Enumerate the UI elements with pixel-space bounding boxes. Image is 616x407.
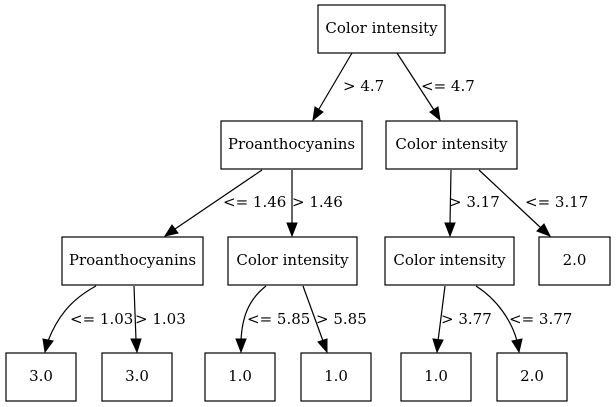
node-box [384, 236, 515, 286]
edge-root-to-left: > 4.7 [312, 52, 384, 122]
edge-label: <= 1.46 [223, 193, 286, 211]
edge-lr-to-lrr: > 5.85 [302, 285, 367, 354]
edge-label: <= 3.17 [525, 193, 588, 211]
node-label: Color intensity [325, 19, 438, 37]
edge-line [133, 285, 137, 341]
edge-line [437, 285, 446, 342]
arrow-head [235, 338, 247, 354]
node-box [5, 352, 77, 402]
tree-node-lll: 3.0 [5, 352, 77, 402]
edge-label: <= 5.85 [247, 310, 310, 328]
edge-r-to-rl: > 3.17 [444, 169, 500, 238]
tree-node-rl: Color intensity [384, 236, 515, 286]
edge-label: <= 1.03 [70, 310, 133, 328]
arrow-head [444, 222, 456, 238]
edge-rl-to-rlr: <= 3.77 [475, 285, 572, 354]
edge-label: > 5.85 [316, 310, 367, 328]
arrow-head [163, 224, 179, 237]
node-box [101, 352, 173, 402]
arrow-head [130, 338, 142, 354]
edge-label: <= 4.7 [421, 77, 475, 95]
node-label: 1.0 [228, 367, 252, 385]
node-label: Color intensity [395, 135, 508, 153]
edge-ll-to-llr: > 1.03 [130, 285, 186, 354]
edge-line [240, 285, 267, 342]
arrow-head [511, 338, 523, 354]
edge-line [449, 169, 452, 225]
edge-line [478, 169, 542, 229]
edge-lr-to-lrl: <= 5.85 [235, 285, 310, 354]
arrow-head [42, 338, 54, 354]
node-box [317, 4, 446, 54]
edge-root-to-right: <= 4.7 [396, 52, 475, 122]
node-label: Color intensity [236, 251, 349, 269]
tree-node-root: Color intensity [317, 4, 446, 54]
tree-node-lr: Color intensity [227, 236, 358, 286]
node-box [400, 352, 472, 402]
arrow-head [317, 338, 328, 354]
edge-l-to-ll: <= 1.46 [163, 169, 286, 237]
node-box [227, 236, 358, 286]
tree-node-ll: Proanthocyanins [61, 236, 204, 286]
node-label: Color intensity [393, 251, 506, 269]
arrow-head [312, 106, 324, 122]
edge-r-to-rr: <= 3.17 [478, 169, 588, 237]
tree-node-lrl: 1.0 [204, 352, 276, 402]
edge-ll-to-lll: <= 1.03 [42, 285, 133, 354]
tree-node-l: Proanthocyanins [220, 120, 363, 170]
node-box [385, 120, 518, 170]
edge-label: > 1.03 [135, 310, 186, 328]
node-box [61, 236, 204, 286]
edge-label: > 1.46 [292, 193, 343, 211]
node-box [538, 236, 611, 286]
edge-line [318, 52, 353, 110]
node-label: 2.0 [520, 367, 544, 385]
tree-node-r: Color intensity [385, 120, 518, 170]
tree-node-lrr: 1.0 [300, 352, 372, 402]
edge-label: > 3.17 [449, 193, 500, 211]
node-label: Proanthocyanins [228, 135, 355, 153]
node-label: 1.0 [324, 367, 348, 385]
node-box [220, 120, 363, 170]
node-box [300, 352, 372, 402]
arrow-head [536, 223, 552, 237]
edge-label: > 4.7 [343, 77, 384, 95]
tree-node-llr: 3.0 [101, 352, 173, 402]
arrow-head [429, 106, 441, 122]
tree-node-rll: 1.0 [400, 352, 472, 402]
node-box [204, 352, 276, 402]
edge-rl-to-rll: > 3.77 [432, 285, 492, 354]
node-box [496, 352, 568, 402]
edge-label: <= 3.77 [509, 310, 572, 328]
edge-line [475, 285, 518, 342]
edge-label: > 3.77 [441, 310, 492, 328]
tree-node-rlr: 2.0 [496, 352, 568, 402]
tree-node-rr: 2.0 [538, 236, 611, 286]
edge-line [302, 285, 324, 342]
node-label: 2.0 [563, 251, 587, 269]
node-label: 3.0 [29, 367, 53, 385]
arrow-head [432, 338, 444, 354]
arrow-head [286, 222, 298, 238]
tree-nodes: Color intensity Proanthocyanins Color in… [5, 4, 611, 402]
edge-line [47, 285, 97, 342]
node-label: 3.0 [125, 367, 149, 385]
tree-edges: > 4.7 <= 4.7 <= 1.46 > 1.46 > 3.17 [42, 52, 588, 354]
edge-line [174, 169, 263, 230]
edge-line [396, 52, 435, 111]
node-label: Proanthocyanins [69, 251, 196, 269]
node-label: 1.0 [424, 367, 448, 385]
edge-l-to-lr: > 1.46 [286, 170, 343, 238]
